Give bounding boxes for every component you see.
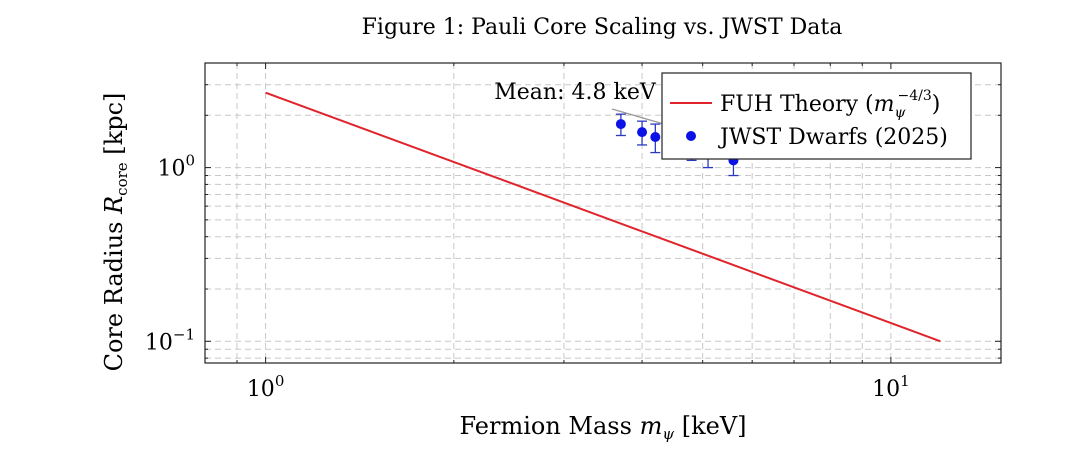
annotation-text: Mean: 4.8 keV <box>494 80 657 105</box>
legend: FUH Theory (mψ−4/3) JWST Dwarfs (2025) <box>661 72 972 160</box>
legend-label-theory: FUH Theory (mψ−4/3) <box>720 88 940 121</box>
data-point <box>615 119 626 130</box>
theory-line <box>265 91 941 343</box>
axis-ticks: 100 101 100 10−1 <box>145 63 1001 402</box>
y-axis-label: Core Radius Rcore [kpc] <box>100 93 131 372</box>
x-tick-label: 101 <box>872 372 910 402</box>
axes-frame <box>204 62 1002 364</box>
data-point <box>650 131 661 142</box>
legend-label-jwst: JWST Dwarfs (2025) <box>718 125 948 150</box>
y-tick-label: 10−1 <box>145 325 195 355</box>
legend-swatch-dot <box>686 131 696 141</box>
x-axis-label: Fermion Mass mψ [keV] <box>459 412 746 443</box>
data-point <box>637 127 648 138</box>
chart-title: Figure 1: Pauli Core Scaling vs. JWST Da… <box>362 15 843 40</box>
x-tick-label: 100 <box>247 372 285 402</box>
y-tick-label: 100 <box>157 152 195 182</box>
annotation-layer: Mean: 4.8 keV <box>494 80 692 133</box>
legend-box <box>661 72 972 160</box>
